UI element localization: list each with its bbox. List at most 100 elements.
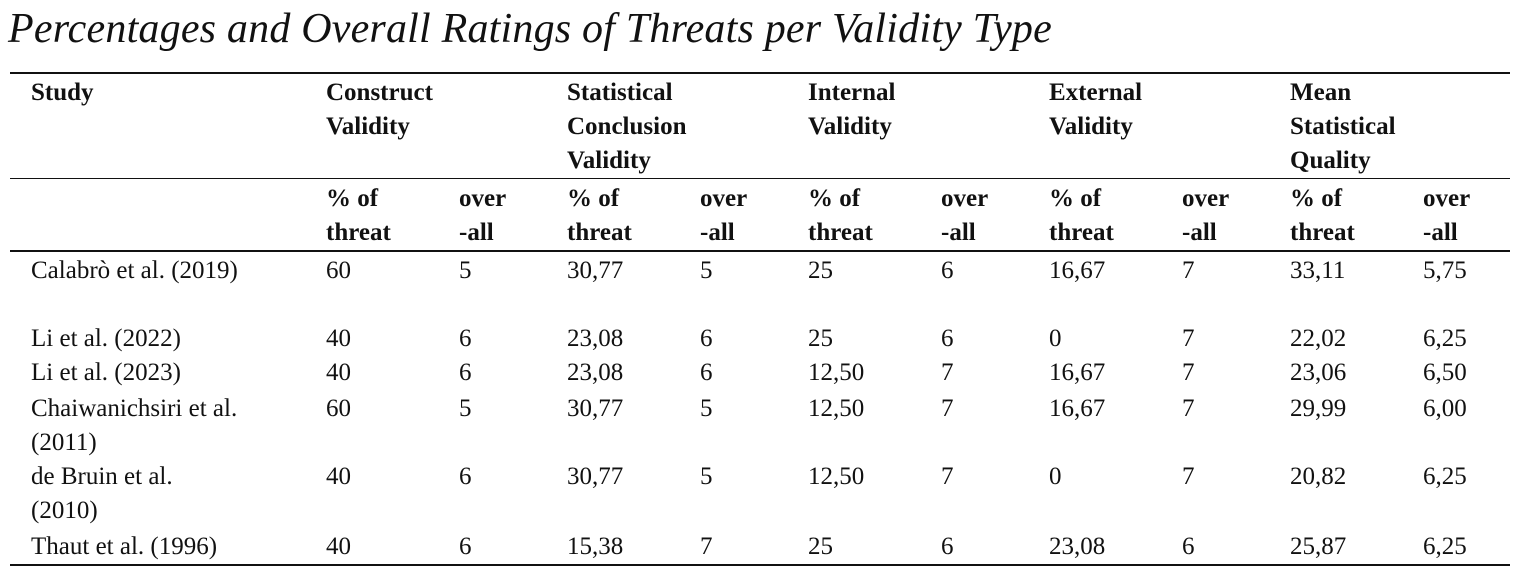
value-cell: 6: [700, 359, 713, 386]
value-cell: 40: [326, 463, 351, 490]
value-cell: 60: [326, 257, 351, 284]
value-cell: 7: [1182, 257, 1195, 284]
value-cell: 6: [459, 359, 472, 386]
study-cell: Li et al. (2022): [31, 322, 181, 356]
study-line: Li et al. (2022): [31, 325, 181, 352]
value-cell: 5,75: [1423, 257, 1467, 284]
value-cell: 6,25: [1423, 325, 1467, 352]
subheader-line: threat: [1049, 219, 1114, 246]
subheader-line: threat: [1290, 219, 1355, 246]
value-cell: 7: [941, 395, 954, 422]
study-line: Thaut et al. (1996): [31, 533, 218, 560]
value-cell: 6: [459, 463, 472, 490]
study-cell: Thaut et al. (1996): [31, 530, 217, 564]
subheader-line: -all: [941, 219, 976, 246]
value-cell: 6,50: [1423, 359, 1467, 386]
subheader-line: % of: [1049, 185, 1102, 212]
header-line: Quality: [1290, 147, 1371, 174]
value-cell: 40: [326, 325, 351, 352]
value-cell: 15,38: [567, 533, 624, 560]
subheader-threat-external: % of threat: [1049, 182, 1114, 250]
subheader-overall-external: over -all: [1182, 182, 1229, 250]
value-cell: 7: [1182, 463, 1195, 490]
table-caption: Percentages and Overall Ratings of Threa…: [8, 6, 1052, 52]
value-cell: 7: [941, 359, 954, 386]
study-line: de Bruin et al.: [31, 463, 173, 490]
value-cell: 7: [700, 533, 713, 560]
subheader-line: % of: [1290, 185, 1343, 212]
value-cell: 7: [1182, 359, 1195, 386]
subheader-line: -all: [1423, 219, 1458, 246]
study-cell: de Bruin et al. (2010): [31, 460, 173, 528]
header-external-validity: External Validity: [1049, 76, 1142, 144]
value-cell: 16,67: [1049, 257, 1106, 284]
header-line: Validity: [808, 113, 892, 140]
header-line: Validity: [1049, 113, 1133, 140]
value-cell: 6: [700, 325, 713, 352]
subheader-line: -all: [700, 219, 735, 246]
value-cell: 7: [941, 463, 954, 490]
value-cell: 6: [459, 325, 472, 352]
subheader-line: % of: [326, 185, 379, 212]
value-cell: 6: [941, 257, 954, 284]
subheader-line: over: [1182, 185, 1230, 212]
value-cell: 25: [808, 325, 833, 352]
header-bottom-rule: [10, 250, 1510, 252]
subheader-line: -all: [459, 219, 494, 246]
value-cell: 25: [808, 533, 833, 560]
study-line: (2011): [31, 429, 97, 456]
header-line: Mean: [1290, 79, 1352, 106]
value-cell: 6: [459, 533, 472, 560]
header-line: External: [1049, 79, 1143, 106]
subheader-line: % of: [567, 185, 620, 212]
value-cell: 40: [326, 533, 351, 560]
study-cell: Calabrò et al. (2019): [31, 254, 238, 288]
study-cell: Li et al. (2023): [31, 356, 181, 390]
subheader-threat-statistical: % of threat: [567, 182, 632, 250]
header-statistical-conclusion-validity: Statistical Conclusion Validity: [567, 76, 686, 178]
subheader-overall-mean: over -all: [1423, 182, 1470, 250]
value-cell: 5: [459, 395, 472, 422]
header-line: Validity: [326, 113, 410, 140]
study-line: Li et al. (2023): [31, 359, 181, 386]
header-line: Statistical: [1290, 113, 1396, 140]
subheader-line: threat: [808, 219, 873, 246]
value-cell: 6,25: [1423, 533, 1467, 560]
subheader-threat-mean: % of threat: [1290, 182, 1355, 250]
header-mean-statistical-quality: Mean Statistical Quality: [1290, 76, 1396, 178]
value-cell: 12,50: [808, 395, 865, 422]
subheader-line: over: [700, 185, 748, 212]
value-cell: 7: [1182, 395, 1195, 422]
header-line: Construct: [326, 79, 433, 106]
subheader-line: % of: [808, 185, 861, 212]
value-cell: 6: [1182, 533, 1195, 560]
subheader-overall-construct: over -all: [459, 182, 506, 250]
value-cell: 29,99: [1290, 395, 1347, 422]
header-line: Conclusion: [567, 113, 687, 140]
value-cell: 60: [326, 395, 351, 422]
subheader-rule: [10, 178, 1510, 179]
value-cell: 5: [700, 395, 713, 422]
value-cell: 6,00: [1423, 395, 1467, 422]
value-cell: 30,77: [567, 463, 624, 490]
study-line: Calabrò et al. (2019): [31, 257, 238, 284]
value-cell: 30,77: [567, 257, 624, 284]
subheader-overall-statistical: over -all: [700, 182, 747, 250]
value-cell: 12,50: [808, 463, 865, 490]
value-cell: 25: [808, 257, 833, 284]
value-cell: 16,67: [1049, 359, 1106, 386]
subheader-line: -all: [1182, 219, 1217, 246]
value-cell: 5: [700, 463, 713, 490]
value-cell: 16,67: [1049, 395, 1106, 422]
value-cell: 0: [1049, 325, 1062, 352]
table-top-rule: [10, 72, 1510, 74]
study-cell: Chaiwanichsiri et al. (2011): [31, 392, 237, 460]
study-line: (2010): [31, 497, 98, 524]
value-cell: 22,02: [1290, 325, 1347, 352]
value-cell: 6,25: [1423, 463, 1467, 490]
subheader-threat-construct: % of threat: [326, 182, 391, 250]
subheader-line: over: [941, 185, 989, 212]
value-cell: 23,08: [1049, 533, 1106, 560]
value-cell: 23,08: [567, 325, 624, 352]
value-cell: 6: [941, 325, 954, 352]
